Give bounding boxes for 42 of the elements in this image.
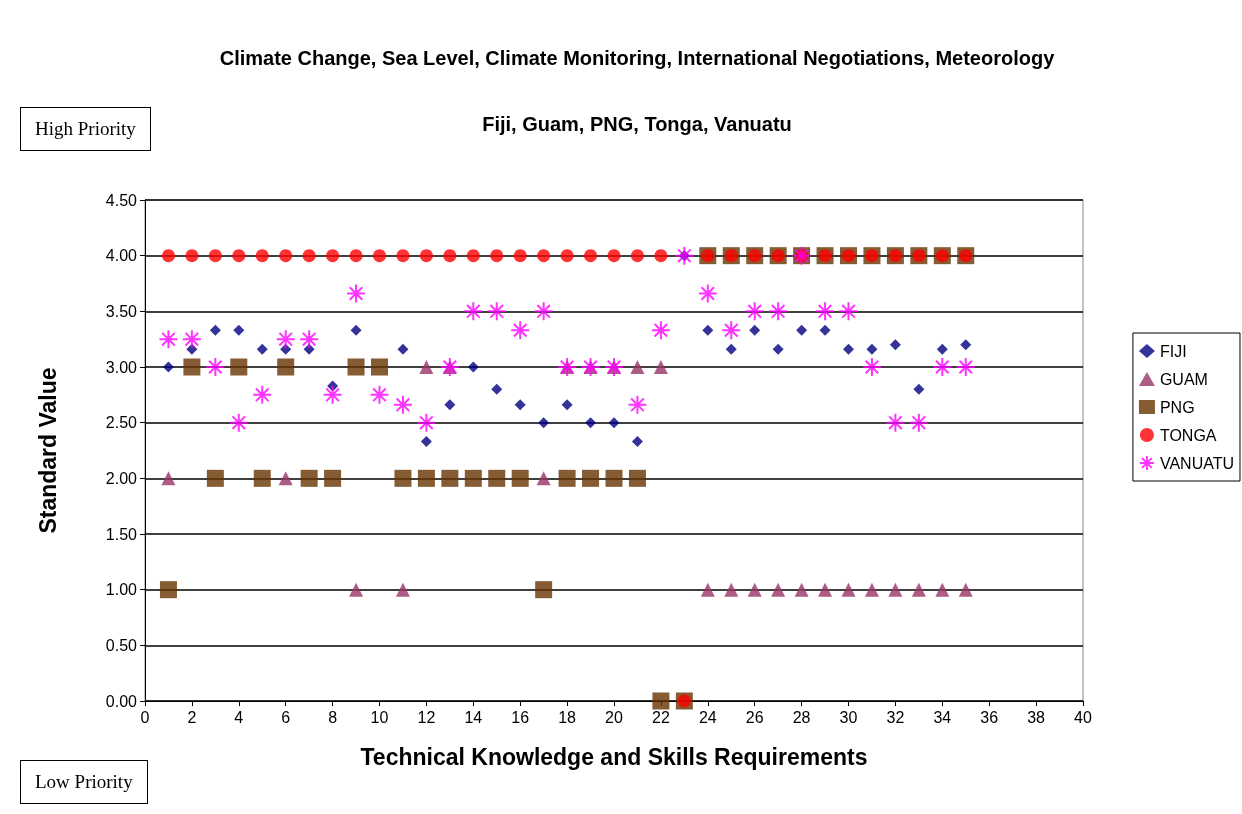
y-tick-label: 3.00 (105, 358, 138, 376)
x-tick-label: 14 (464, 708, 483, 726)
y-axis-title: Standard Value (34, 367, 61, 534)
legend-label: PNG (1159, 398, 1195, 416)
y-tick-label: 1.00 (105, 581, 138, 599)
x-tick-label: 32 (886, 708, 905, 726)
x-tick-label: 30 (839, 708, 858, 726)
x-tick-label: 34 (933, 708, 952, 726)
y-tick-label: 3.50 (105, 302, 138, 320)
x-tick-label: 28 (792, 708, 811, 726)
x-tick-label: 4 (234, 708, 244, 726)
legend-label: FIJI (1159, 342, 1187, 360)
x-tick-label: 36 (980, 708, 999, 726)
y-tick-label: 0.50 (105, 636, 138, 654)
x-tick-label: 6 (281, 708, 291, 726)
x-tick-label: 20 (605, 708, 623, 726)
x-tick-label: 26 (745, 708, 764, 726)
y-tick-label: 4.00 (105, 247, 138, 265)
x-tick-label: 22 (652, 708, 670, 726)
x-tick-label: 12 (417, 708, 436, 726)
y-tick-label: 2.50 (105, 414, 138, 432)
x-tick-label: 18 (558, 708, 577, 726)
x-tick-label: 40 (1074, 708, 1092, 726)
x-axis-title: Technical Knowledge and Skills Requirements (360, 743, 868, 770)
x-tick-label: 24 (698, 708, 717, 726)
y-tick-label: 0.00 (105, 692, 138, 710)
chart-subtitle: Fiji, Guam, PNG, Tonga, Vanuatu (482, 113, 792, 135)
x-tick-label: 38 (1027, 708, 1046, 726)
y-tick-label: 2.00 (105, 469, 138, 487)
chart-title: Climate Change, Sea Level, Climate Monitoring, International Negotiations, Meteorology (219, 47, 1056, 69)
x-tick-label: 2 (187, 708, 197, 726)
x-tick-label: 16 (511, 708, 530, 726)
x-tick-label: 0 (140, 708, 150, 726)
legend-label: VANUATU (1159, 454, 1234, 472)
legend-label: TONGA (1159, 426, 1217, 444)
y-tick-label: 1.50 (105, 525, 138, 543)
text: Low Priority (20, 760, 148, 804)
x-tick-label: 10 (370, 708, 389, 726)
legend-label: GUAM (1159, 370, 1208, 388)
x-tick-label: 8 (328, 708, 338, 726)
y-tick-label: 4.50 (105, 191, 138, 209)
text: High Priority (20, 107, 151, 151)
